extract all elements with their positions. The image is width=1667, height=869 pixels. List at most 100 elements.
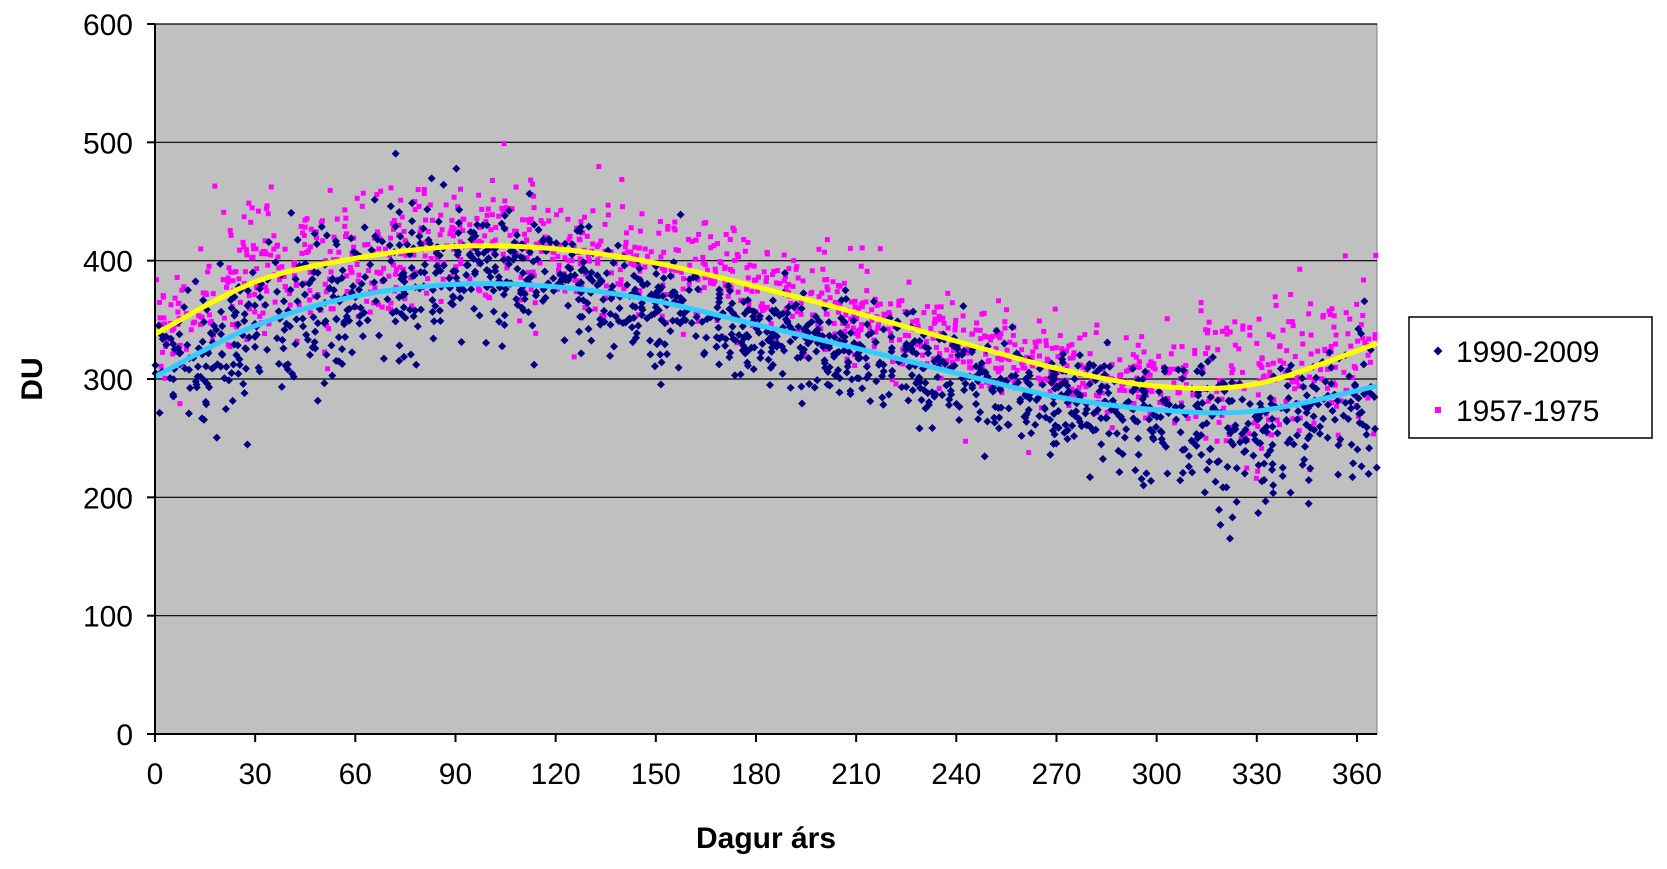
point xyxy=(1142,349,1147,354)
point xyxy=(265,263,270,268)
point xyxy=(979,384,984,389)
point xyxy=(350,270,355,275)
x-tick-label: 210 xyxy=(831,758,881,791)
point xyxy=(623,244,628,249)
point xyxy=(693,257,698,262)
point xyxy=(1232,319,1237,324)
point xyxy=(606,212,611,217)
point xyxy=(331,306,336,311)
point xyxy=(765,305,770,310)
point xyxy=(1094,323,1099,328)
point xyxy=(271,233,276,238)
point xyxy=(953,318,958,323)
legend-marker xyxy=(1435,407,1441,413)
point xyxy=(842,281,847,286)
point xyxy=(1247,325,1252,330)
y-tick-label: 400 xyxy=(83,246,133,279)
point xyxy=(1217,420,1222,425)
point xyxy=(449,218,454,223)
point xyxy=(177,401,182,406)
point xyxy=(422,191,427,196)
point xyxy=(161,295,166,300)
point xyxy=(978,328,983,333)
point xyxy=(1267,332,1272,337)
y-tick-label: 500 xyxy=(83,127,133,160)
point xyxy=(853,299,858,304)
point xyxy=(308,310,313,315)
point xyxy=(585,234,590,239)
point xyxy=(643,246,648,251)
point xyxy=(207,264,212,269)
x-axis-ticks: 0 30 60 90 120 150 180 210 240 270 300 330 360 xyxy=(147,734,1382,791)
point xyxy=(708,234,713,239)
point xyxy=(1005,348,1010,353)
point xyxy=(242,214,247,219)
point xyxy=(819,291,824,296)
point xyxy=(221,277,226,282)
point xyxy=(869,307,874,312)
point xyxy=(291,262,296,267)
point xyxy=(940,316,945,321)
point xyxy=(1373,253,1378,258)
point xyxy=(430,218,435,223)
point xyxy=(713,267,718,272)
point xyxy=(268,253,273,258)
point xyxy=(953,323,958,328)
point xyxy=(618,278,623,283)
point xyxy=(529,217,534,222)
point xyxy=(672,220,677,225)
x-tick-label: 90 xyxy=(439,758,472,791)
point xyxy=(762,269,767,274)
point xyxy=(364,299,369,304)
x-tick-label: 120 xyxy=(531,758,581,791)
point xyxy=(878,246,883,251)
point xyxy=(1300,342,1305,347)
point xyxy=(1290,319,1295,324)
point xyxy=(624,230,629,235)
point xyxy=(355,196,360,201)
point xyxy=(1117,388,1122,393)
point xyxy=(160,350,165,355)
point xyxy=(325,366,330,371)
point xyxy=(876,322,881,327)
point xyxy=(853,304,858,309)
point xyxy=(784,285,789,290)
point xyxy=(625,250,630,255)
x-tick-label: 30 xyxy=(238,758,271,791)
point xyxy=(1284,348,1289,353)
point xyxy=(1054,345,1059,350)
point xyxy=(952,327,957,332)
point xyxy=(229,233,234,238)
point xyxy=(1257,317,1262,322)
point xyxy=(1258,363,1263,368)
point xyxy=(198,246,203,251)
point xyxy=(765,251,770,256)
point xyxy=(620,204,625,209)
point xyxy=(299,251,304,256)
point xyxy=(736,254,741,259)
point xyxy=(250,255,255,260)
point xyxy=(429,256,434,261)
point xyxy=(1280,328,1285,333)
point xyxy=(859,322,864,327)
point xyxy=(743,249,748,254)
point xyxy=(1255,469,1260,474)
point xyxy=(1136,343,1141,348)
point xyxy=(169,302,174,307)
point xyxy=(256,209,261,214)
point xyxy=(978,336,983,341)
point xyxy=(835,289,840,294)
point xyxy=(728,267,733,272)
point xyxy=(207,312,212,317)
point xyxy=(1281,361,1286,366)
point xyxy=(786,266,791,271)
point xyxy=(452,195,457,200)
point xyxy=(254,266,259,271)
point xyxy=(425,276,430,281)
point xyxy=(658,219,663,224)
point xyxy=(288,303,293,308)
point xyxy=(555,254,560,259)
point xyxy=(558,208,563,213)
